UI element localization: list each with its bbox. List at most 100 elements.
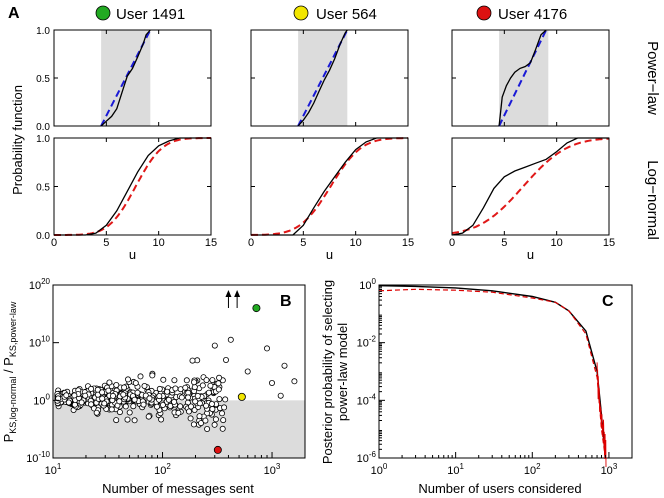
user-legend-1: User 1491 <box>95 5 185 23</box>
scatter-point <box>187 415 194 422</box>
x-tick-label: 102 <box>154 462 171 477</box>
y-tick-label-exp: 0 <box>372 277 377 286</box>
scatter-point <box>145 413 152 420</box>
scatter-point <box>218 410 225 417</box>
scatter-point <box>130 403 137 410</box>
y-tick-label-exp: 20 <box>41 277 50 286</box>
panel-b-label: B <box>280 293 292 310</box>
scatter-point <box>158 416 165 423</box>
scatter-point <box>183 377 190 384</box>
scatter-point <box>281 362 288 369</box>
panel-c-noise-tail <box>596 362 607 468</box>
y-tick-label: 1.0 <box>36 26 50 37</box>
y-tick-label: 0.0 <box>36 231 50 242</box>
scatter-point <box>156 385 163 392</box>
y-tick-label: 1010 <box>29 335 51 350</box>
scatter-point <box>177 403 184 410</box>
scatter-point <box>222 396 229 403</box>
scatter-point <box>277 392 284 399</box>
scatter-point <box>199 382 206 389</box>
scatter-point <box>65 399 72 406</box>
user-legend-2: User 564 <box>293 5 377 23</box>
y-tick-label: 10-4 <box>357 392 377 407</box>
x-tick-label: 15 <box>402 237 414 249</box>
x-tick-label: 0 <box>248 237 254 249</box>
scatter-point <box>221 404 228 411</box>
scatter-point <box>55 395 62 402</box>
scatter-point <box>153 403 160 410</box>
scatter-point <box>171 398 178 405</box>
x-tick-label: 15 <box>603 237 615 249</box>
user-2-marker <box>293 5 309 21</box>
scatter-point <box>185 408 192 415</box>
y-tick-label: 100 <box>359 277 376 292</box>
y-tick-label-base: 10 <box>29 280 41 292</box>
x-tick-label-base: 10 <box>264 465 276 477</box>
x-tick-label-exp: 1 <box>460 462 465 471</box>
scatter-point <box>93 409 100 416</box>
x-tick-label-exp: 2 <box>536 462 541 471</box>
x-tick-label: 5 <box>103 237 109 249</box>
panel-a-r1-c2: 0 5 10 15 u <box>449 137 615 262</box>
scatter-point <box>164 388 171 395</box>
x-tick-label: 102 <box>524 462 541 477</box>
y-tick-label: 10-6 <box>357 450 377 465</box>
x-tick-label: 5 <box>300 237 306 249</box>
y-tick-label-exp: -4 <box>369 392 377 401</box>
scatter-point <box>140 401 147 408</box>
scatter-point <box>189 357 196 364</box>
scatter-point <box>172 385 179 392</box>
highlighted-point-1 <box>252 304 261 313</box>
panel-a-xlabel: u <box>129 247 136 262</box>
scatter-point <box>99 395 106 402</box>
panel-c-xlabel: Number of users considered <box>418 481 581 496</box>
off-scale-arrow-head <box>225 290 232 297</box>
x-tick-label: 103 <box>264 462 281 477</box>
scatter-point <box>165 396 172 403</box>
x-tick-label: 10 <box>350 237 362 249</box>
scatter-point <box>208 400 215 407</box>
scatter-point <box>209 406 216 413</box>
highlighted-point-3 <box>213 445 222 454</box>
scatter-point <box>88 385 95 392</box>
x-tick-label: 10 <box>153 237 165 249</box>
y-tick-label: 0.5 <box>36 183 50 194</box>
panel-c-label: C <box>602 293 614 310</box>
y-tick-label-base: 10 <box>26 453 38 465</box>
scatter-point <box>121 384 128 391</box>
scatter-point <box>88 401 95 408</box>
x-tick-label: 0 <box>449 237 455 249</box>
x-tick-label: 15 <box>205 237 217 249</box>
scatter-point <box>120 391 127 398</box>
x-tick-label: 101 <box>447 462 464 477</box>
row-label-power-law: Power−law <box>644 41 661 115</box>
user-3-title: User 4176 <box>498 6 567 23</box>
scatter-point <box>216 374 223 381</box>
panel-a-xlabel: u <box>326 247 333 262</box>
scatter-point <box>137 373 144 380</box>
scatter-point <box>227 336 234 343</box>
x-tick-label-exp: 0 <box>383 462 388 471</box>
panel-b-frame-top <box>52 284 306 459</box>
y-tick-label-exp: 10 <box>41 335 50 344</box>
user-3-marker <box>476 5 492 21</box>
scatter-point <box>209 377 216 384</box>
y-tick-label: 100 <box>33 392 50 407</box>
x-tick-label-base: 10 <box>524 465 536 477</box>
panel-a-r1-c0: 0.0 0.5 1.0 0 5 10 15 u <box>36 134 217 262</box>
scatter-point <box>187 403 194 410</box>
panel-a-r0-c1 <box>250 29 409 127</box>
x-tick-label: 100 <box>371 462 388 477</box>
panel-c: C Number of users considered Posterior p… <box>320 277 633 496</box>
scatter-point <box>116 398 123 405</box>
scatter-point <box>203 377 210 384</box>
user-legend-3: User 4176 <box>476 5 567 23</box>
scatter-points <box>54 336 298 432</box>
scatter-point <box>160 376 167 383</box>
scatter-point <box>149 372 156 379</box>
y-tick-label-exp: -10 <box>38 450 50 459</box>
y-tick-label-base: 10 <box>359 280 371 292</box>
log-normal-fit-line <box>250 137 408 236</box>
scatter-point <box>71 392 78 399</box>
